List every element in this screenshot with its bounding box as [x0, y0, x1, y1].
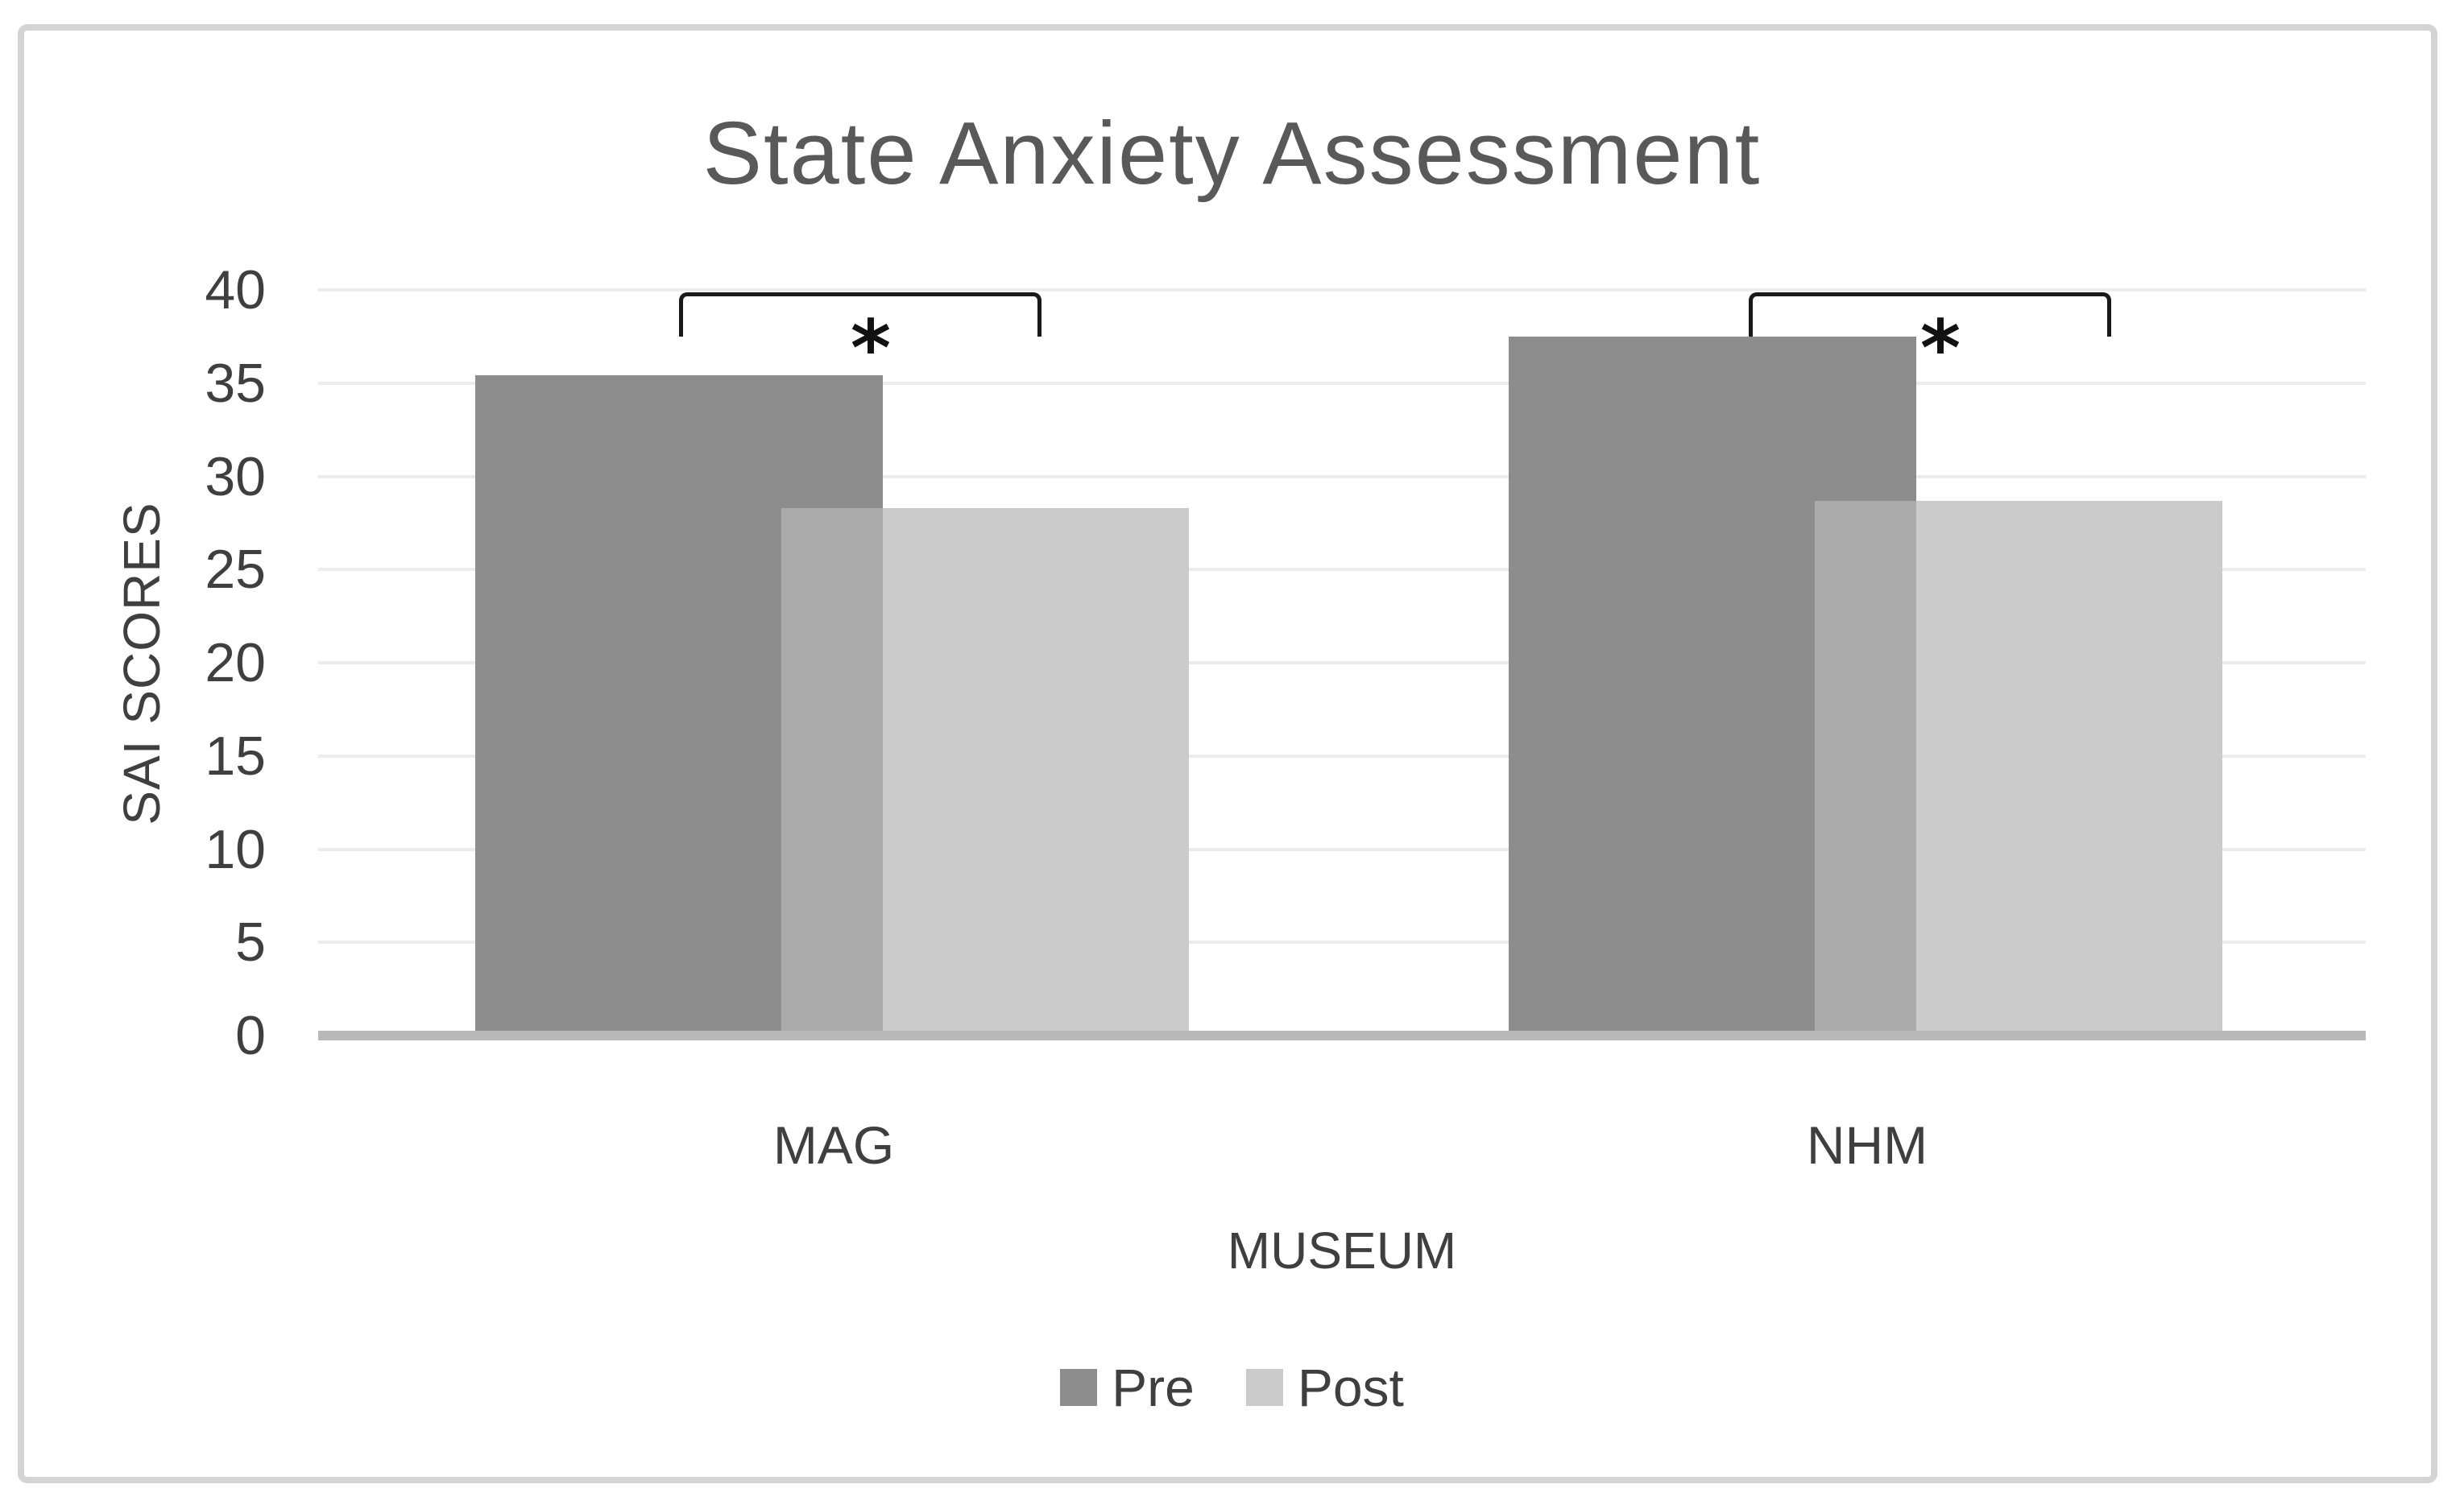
y-tick-label-0: 0	[235, 1005, 266, 1066]
gridline-40	[318, 288, 2366, 292]
gridline-25	[318, 568, 2366, 572]
legend-label-post: Post	[1297, 1358, 1404, 1417]
legend-marker-pre	[1060, 1369, 1098, 1406]
x-axis-title: MUSEUM	[1227, 1222, 1457, 1280]
legend-label-pre: Pre	[1112, 1358, 1195, 1417]
legend: Pre Post	[0, 1361, 2464, 1414]
y-tick-label-35: 35	[205, 352, 266, 414]
bar-overlap-mag	[781, 507, 883, 1031]
significance-bracket-nhm	[1749, 292, 2111, 337]
x-axis-line	[318, 1031, 2366, 1040]
chart-title: State Anxiety Assessment	[702, 104, 1762, 203]
y-tick-label-25: 25	[205, 539, 266, 601]
legend-marker-post	[1245, 1369, 1283, 1406]
significance-bracket-mag	[679, 292, 1042, 337]
gridline-15	[318, 754, 2366, 758]
legend-item-pre: Pre	[1060, 1361, 1195, 1414]
y-tick-label-40: 40	[205, 259, 266, 320]
x-category-label-nhm: NHM	[1806, 1115, 1928, 1175]
gridline-5	[318, 941, 2366, 945]
y-tick-label-20: 20	[205, 632, 266, 693]
y-tick-label-15: 15	[205, 725, 266, 787]
gridline-20	[318, 661, 2366, 664]
significance-asterisk-nhm: *	[1919, 304, 1961, 394]
gridline-30	[318, 474, 2366, 478]
bar-overlap-nhm	[1815, 500, 1916, 1031]
significance-asterisk-mag: *	[850, 304, 892, 394]
y-tick-label-5: 5	[235, 912, 266, 974]
gridline-10	[318, 847, 2366, 851]
y-tick-label-10: 10	[205, 818, 266, 880]
legend-item-post: Post	[1245, 1358, 1404, 1417]
x-category-label-mag: MAG	[772, 1115, 895, 1175]
gridline-35	[318, 381, 2366, 385]
y-tick-label-30: 30	[205, 445, 266, 507]
